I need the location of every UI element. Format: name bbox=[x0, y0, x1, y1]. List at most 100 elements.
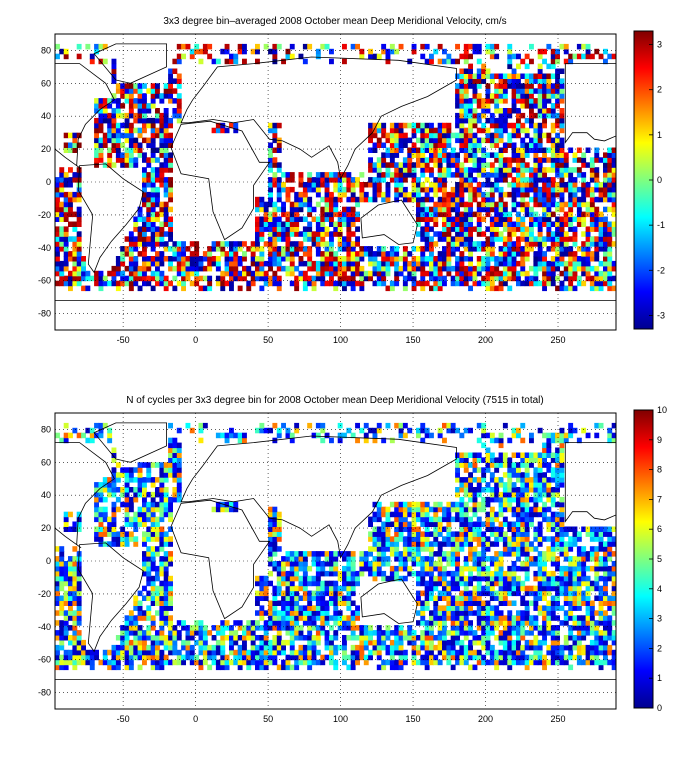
heatmap-cell bbox=[402, 659, 408, 666]
heatmap-cell bbox=[429, 285, 434, 292]
heatmap-cell bbox=[102, 58, 108, 65]
heatmap-cell bbox=[233, 659, 239, 666]
heatmap-cell bbox=[402, 186, 408, 193]
heatmap-cell bbox=[476, 595, 482, 601]
heatmap-cell bbox=[555, 58, 560, 65]
heatmap-cell bbox=[603, 654, 608, 661]
heatmap-cell bbox=[603, 565, 608, 572]
heatmap-cell bbox=[546, 649, 552, 656]
heatmap-cell bbox=[224, 635, 230, 641]
heatmap-cell bbox=[128, 122, 134, 129]
heatmap-cell bbox=[68, 595, 73, 601]
heatmap-cell bbox=[429, 639, 434, 646]
heatmap-cell bbox=[524, 556, 530, 562]
heatmap-cell bbox=[494, 654, 500, 661]
heatmap-cell bbox=[603, 556, 608, 562]
heatmap-cell bbox=[150, 615, 156, 621]
heatmap-cell bbox=[63, 565, 69, 572]
heatmap-cell bbox=[455, 93, 460, 99]
heatmap-cell bbox=[498, 201, 504, 208]
heatmap-cell bbox=[463, 108, 469, 114]
heatmap-cell bbox=[128, 162, 134, 168]
heatmap-cell bbox=[442, 280, 447, 287]
heatmap-cell bbox=[433, 654, 439, 661]
heatmap-cell bbox=[150, 221, 156, 227]
heatmap-cell bbox=[437, 605, 443, 611]
heatmap-cell bbox=[237, 285, 243, 292]
heatmap-cell bbox=[402, 132, 408, 139]
heatmap-cell bbox=[342, 256, 347, 262]
heatmap-cell bbox=[163, 605, 169, 611]
heatmap-cell bbox=[246, 630, 252, 636]
heatmap-cell bbox=[572, 152, 578, 158]
heatmap-cell bbox=[472, 152, 478, 158]
heatmap-cell bbox=[172, 644, 178, 651]
heatmap-cell bbox=[520, 595, 526, 601]
heatmap-cell bbox=[542, 157, 547, 163]
heatmap-cell bbox=[311, 590, 317, 597]
heatmap-cell bbox=[272, 201, 278, 208]
heatmap-cell bbox=[563, 635, 569, 641]
heatmap-cell bbox=[437, 162, 443, 168]
heatmap-cell bbox=[246, 280, 252, 287]
heatmap-cell bbox=[133, 541, 139, 547]
heatmap-cell bbox=[507, 236, 513, 242]
heatmap-cell bbox=[585, 162, 591, 168]
heatmap-cell bbox=[120, 157, 126, 163]
heatmap-cell bbox=[168, 142, 173, 148]
heatmap-cell bbox=[372, 122, 378, 129]
heatmap-cell bbox=[281, 172, 286, 178]
heatmap-cell bbox=[272, 122, 278, 129]
heatmap-cell bbox=[133, 270, 139, 277]
heatmap-cell bbox=[320, 226, 326, 232]
heatmap-cell bbox=[433, 615, 439, 621]
heatmap-cell bbox=[524, 98, 530, 104]
heatmap-cell bbox=[476, 162, 482, 168]
heatmap-cell bbox=[85, 275, 91, 282]
heatmap-cell bbox=[576, 275, 582, 282]
heatmap-cell bbox=[394, 162, 400, 168]
heatmap-cell bbox=[611, 649, 616, 656]
heatmap-cell bbox=[59, 265, 65, 272]
heatmap-cell bbox=[276, 561, 282, 567]
heatmap-cell bbox=[589, 53, 595, 60]
heatmap-cell bbox=[463, 98, 469, 104]
heatmap-cell bbox=[133, 639, 139, 646]
heatmap-cell bbox=[476, 556, 482, 562]
heatmap-cell bbox=[76, 221, 82, 227]
heatmap-cell bbox=[281, 580, 286, 587]
heatmap-cell bbox=[246, 620, 252, 626]
heatmap-cell bbox=[255, 241, 260, 247]
heatmap-cell bbox=[268, 177, 273, 183]
heatmap-cell bbox=[268, 541, 273, 547]
heatmap-cell bbox=[511, 221, 517, 227]
heatmap-cell bbox=[550, 546, 556, 552]
heatmap-cell bbox=[289, 43, 295, 50]
heatmap-cell bbox=[59, 231, 65, 237]
heatmap-cell bbox=[159, 260, 165, 267]
heatmap-cell bbox=[55, 201, 60, 208]
heatmap-cell bbox=[489, 605, 495, 611]
heatmap-cell bbox=[55, 630, 60, 636]
heatmap-cell bbox=[394, 551, 400, 557]
heatmap-cell bbox=[146, 649, 152, 656]
heatmap-cell bbox=[472, 88, 478, 94]
heatmap-cell bbox=[529, 117, 534, 124]
heatmap-cell bbox=[533, 167, 539, 173]
heatmap-cell bbox=[481, 260, 487, 267]
heatmap-cell bbox=[533, 585, 539, 592]
heatmap-cell bbox=[559, 137, 565, 144]
heatmap-cell bbox=[342, 580, 347, 587]
heatmap-cell bbox=[463, 58, 469, 65]
heatmap-cell bbox=[437, 546, 443, 552]
heatmap-cell bbox=[437, 270, 443, 277]
heatmap-cell bbox=[429, 541, 434, 547]
heatmap-cell bbox=[324, 172, 330, 178]
heatmap-cell bbox=[237, 246, 243, 252]
heatmap-cell bbox=[359, 196, 365, 203]
heatmap-cell bbox=[559, 659, 565, 666]
heatmap-cell bbox=[159, 132, 165, 139]
heatmap-cell bbox=[333, 201, 339, 208]
heatmap-cell bbox=[98, 112, 104, 119]
heatmap-cell bbox=[346, 221, 352, 227]
